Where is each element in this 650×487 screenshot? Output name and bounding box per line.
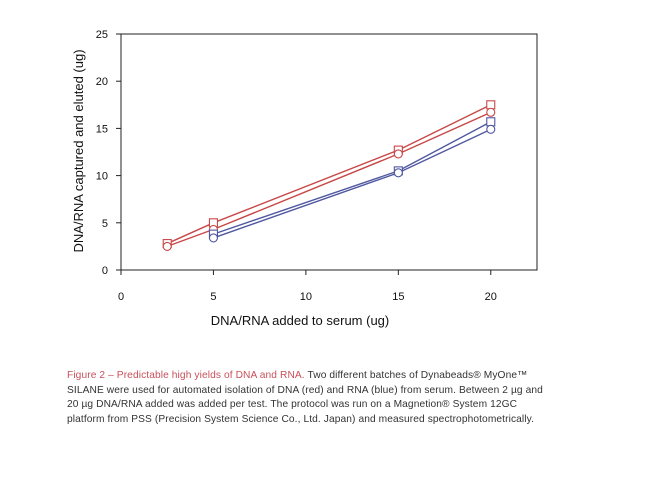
y-tick-label: 10 — [96, 171, 108, 183]
data-point-circle — [393, 149, 403, 159]
caption-lead: Figure 2 – Predictable high yields of DN… — [67, 370, 305, 381]
series-1 — [166, 104, 492, 245]
x-tick-label: 15 — [392, 291, 404, 303]
series-layer — [162, 100, 496, 251]
x-tick-label: 20 — [485, 291, 497, 303]
series-line — [166, 104, 492, 245]
data-point-circle — [486, 124, 496, 134]
data-point-circle — [208, 233, 218, 243]
data-point-circle — [162, 241, 172, 251]
data-point-circle — [393, 168, 403, 178]
y-tick-label: 5 — [102, 218, 108, 230]
series-line — [213, 121, 492, 235]
plot-frame — [120, 33, 538, 271]
data-point-square — [486, 100, 496, 110]
y-axis: 0 5 10 15 20 25 — [96, 29, 121, 277]
y-tick-label: 20 — [96, 76, 108, 88]
series-line — [213, 128, 492, 239]
figure-caption: Figure 2 – Predictable high yields of DN… — [67, 369, 627, 427]
caption-line-4: platform from PSS (Precision System Scie… — [67, 413, 535, 425]
data-point-square — [486, 117, 496, 127]
x-axis: 0 5 10 15 20 — [118, 270, 497, 303]
series-3 — [213, 121, 492, 235]
series-line — [166, 111, 492, 248]
data-point-circle — [486, 107, 496, 117]
plot-border — [120, 33, 538, 271]
caption-line-3: 20 µg DNA/RNA added was added per test. … — [67, 399, 518, 410]
caption-line-1: Figure 2 – Predictable high yields of DN… — [67, 369, 627, 384]
series-2 — [166, 111, 492, 248]
x-tick-label: 0 — [118, 291, 124, 303]
line-chart: 0 5 10 15 20 0 5 10 15 20 25 DNA/RNA added to ser… — [71, 29, 538, 328]
y-tick-label: 15 — [96, 123, 108, 135]
x-tick-label: 5 — [210, 291, 216, 303]
y-tick-label: 25 — [96, 29, 108, 41]
caption-line-2: SILANE were used for automated isolation… — [67, 384, 543, 396]
x-tick-label: 10 — [300, 291, 312, 303]
y-axis-label: DNA/RNA captured and eluted (ug) — [71, 49, 86, 252]
x-axis-label: DNA/RNA added to serum (ug) — [211, 313, 389, 328]
caption-line-1-rest: Two different batches of Dynabeads® MyOn… — [304, 370, 528, 381]
y-tick-label: 0 — [102, 265, 108, 277]
series-4 — [213, 128, 492, 239]
